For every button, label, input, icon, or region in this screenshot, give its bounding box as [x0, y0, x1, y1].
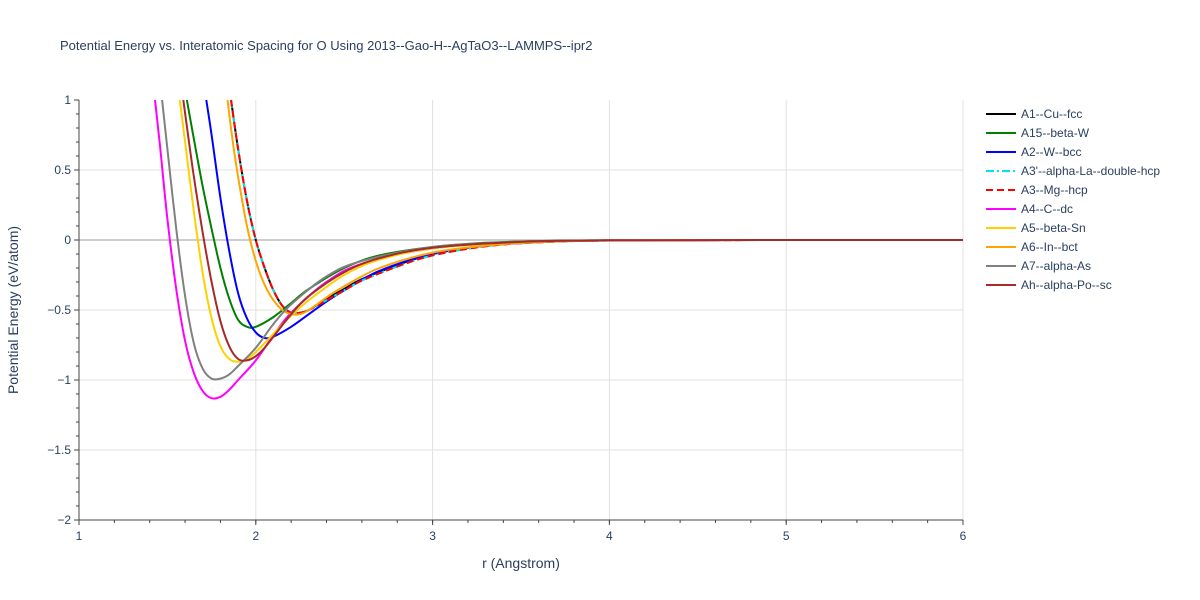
legend-label: Ah--alpha-Po--sc — [1021, 278, 1112, 292]
legend-item[interactable]: A5--beta-Sn — [986, 221, 1086, 235]
legend-label: A7--alpha-As — [1021, 259, 1091, 273]
y-axis-label: Potential Energy (eV/atom) — [5, 226, 21, 394]
tick-labels: 1 2 3 4 5 6 1 0.5 0 −0.5 −1 −1.5 −2 — [47, 93, 966, 543]
legend-label: A3--Mg--hcp — [1021, 183, 1088, 197]
legend-item[interactable]: A4--C--dc — [986, 202, 1073, 216]
x-tick-label: 5 — [783, 529, 790, 543]
legend-label: A5--beta-Sn — [1021, 221, 1086, 235]
series-line-A6--In--bct — [226, 99, 964, 316]
legend-label: A4--C--dc — [1021, 202, 1073, 216]
legend-item[interactable]: A3'--alpha-La--double-hcp — [986, 164, 1160, 178]
y-tick-label: −2 — [57, 513, 71, 527]
y-tick-label: 0.5 — [54, 163, 71, 177]
axes — [74, 99, 964, 525]
series-line-A3'--alpha-La--double-hcp — [230, 99, 964, 315]
x-tick-label: 6 — [960, 529, 967, 543]
x-tick-label: 4 — [606, 529, 613, 543]
y-tick-label: −1.5 — [47, 443, 71, 457]
legend-label: A6--In--bct — [1021, 240, 1078, 254]
x-tick-label: 2 — [252, 529, 259, 543]
legend-item[interactable]: A6--In--bct — [986, 240, 1078, 254]
legend-label: A15--beta-W — [1021, 126, 1090, 140]
series-lines — [154, 99, 964, 400]
x-axis-label: r (Angstrom) — [482, 555, 560, 571]
legend-item[interactable]: A7--alpha-As — [986, 259, 1091, 273]
series-line-A1--Cu--fcc — [230, 99, 964, 315]
legend-label: A1--Cu--fcc — [1021, 107, 1082, 121]
legend-item[interactable]: A3--Mg--hcp — [986, 183, 1088, 197]
x-tick-label: 1 — [76, 529, 83, 543]
legend-item[interactable]: Ah--alpha-Po--sc — [986, 278, 1112, 292]
legend-item[interactable]: A1--Cu--fcc — [986, 107, 1082, 121]
legend-item[interactable]: A2--W--bcc — [986, 145, 1081, 159]
series-line-Ah--alpha-Po--sc — [182, 99, 964, 362]
series-line-A4--C--dc — [154, 99, 964, 400]
legend-label: A2--W--bcc — [1021, 145, 1081, 159]
chart-title: Potential Energy vs. Interatomic Spacing… — [60, 38, 592, 53]
legend-item[interactable]: A15--beta-W — [986, 126, 1090, 140]
legend-label: A3'--alpha-La--double-hcp — [1021, 164, 1160, 178]
series-line-A3--Mg--hcp — [230, 99, 964, 315]
x-tick-label: 3 — [429, 529, 436, 543]
y-tick-label: 1 — [64, 93, 71, 107]
gridlines — [79, 100, 964, 520]
y-tick-label: 0 — [64, 233, 71, 247]
y-tick-label: −0.5 — [47, 303, 71, 317]
y-tick-label: −1 — [57, 373, 71, 387]
legend[interactable]: A1--Cu--fcc A15--beta-W A2--W--bcc A3'--alp… — [986, 107, 1160, 292]
